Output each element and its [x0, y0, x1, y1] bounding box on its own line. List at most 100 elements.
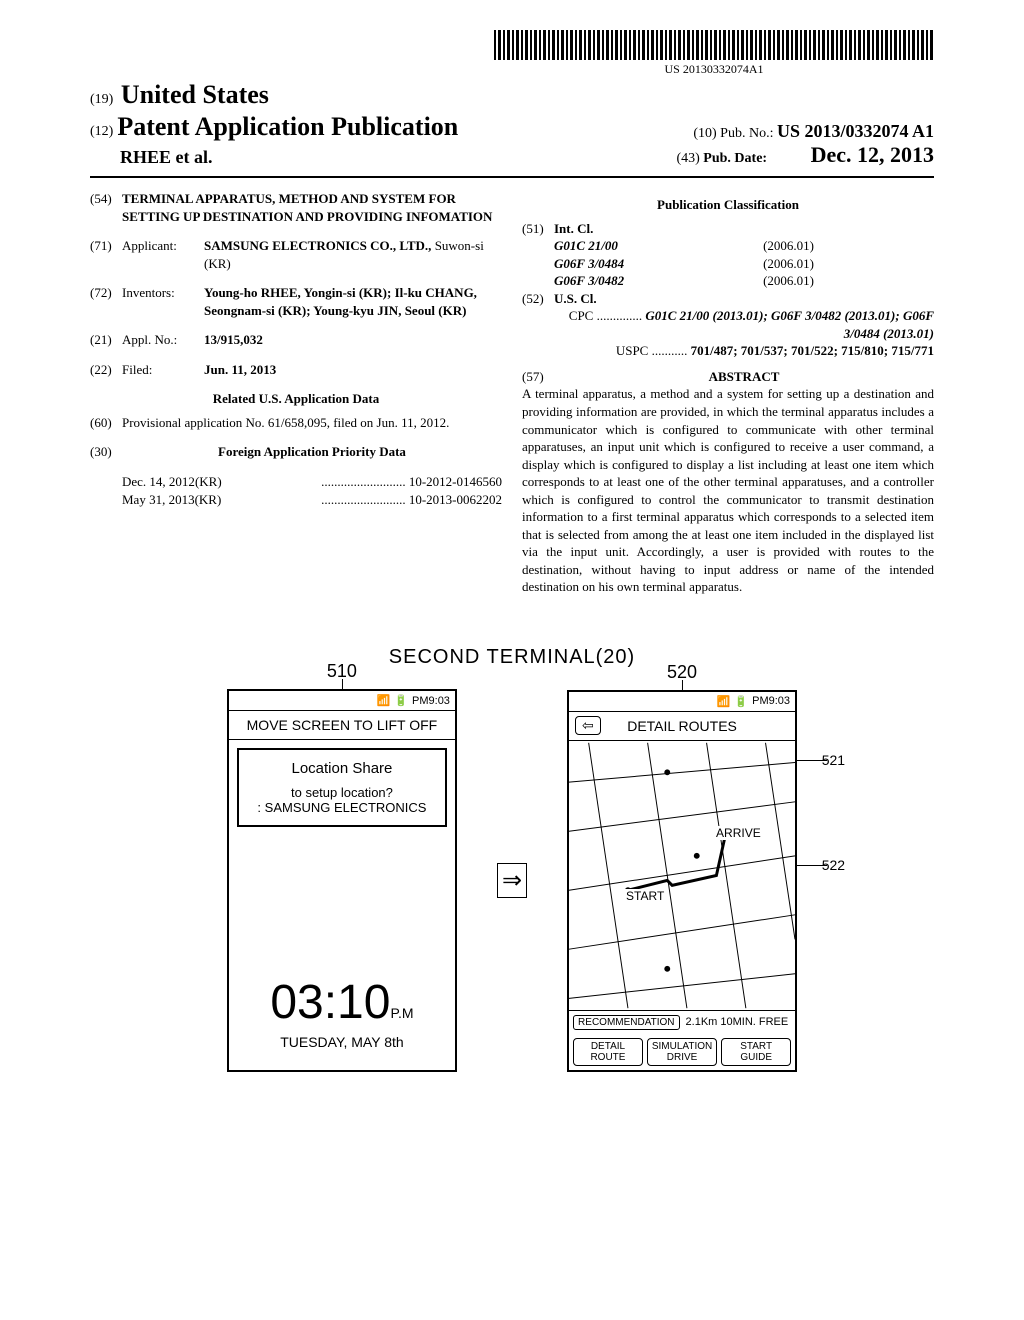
pub-date-line: (43) Pub. Date: Dec. 12, 2013: [676, 142, 934, 168]
arrow-between: ⇒: [497, 863, 527, 898]
time-display: 03:10P.M: [229, 955, 455, 1034]
signal-icon-2: 📶: [717, 695, 731, 708]
figure-area: SECOND TERMINAL(20) 510 📶 🔋 PM9:03 MOVE …: [90, 646, 934, 1072]
biblio-columns: (54) TERMINAL APPARATUS, METHOD AND SYST…: [90, 190, 934, 596]
dialog-line1: to setup location?: [249, 785, 435, 800]
pub-no-prefix: (10): [693, 126, 716, 141]
phone1-title: MOVE SCREEN TO LIFT OFF: [229, 711, 455, 740]
intcl2-year: (2006.01): [763, 255, 814, 273]
field-52-label: U.S. Cl.: [554, 290, 934, 308]
back-button[interactable]: ⇦: [575, 716, 601, 735]
phone-510-label: 510: [327, 661, 357, 682]
country-prefix: (19): [90, 92, 113, 107]
field-71-body: SAMSUNG ELECTRONICS CO., LTD., Suwon-si …: [204, 237, 502, 272]
foreign2-country: (KR): [195, 491, 222, 509]
field-22-label: Filed:: [122, 361, 204, 379]
field-71-text: SAMSUNG ELECTRONICS CO., LTD.,: [204, 238, 435, 253]
phone2-title: DETAIL ROUTES: [627, 718, 737, 734]
field-21-text: 13/915,032: [204, 331, 502, 349]
field-72-num: (72): [90, 284, 122, 319]
label-522-line: [797, 865, 827, 866]
phone-520: 520 521 522 📶 🔋 PM9:03 ⇦ DETAIL ROUTES: [567, 690, 797, 1072]
classification-title: Publication Classification: [522, 196, 934, 214]
cpc-label: CPC: [569, 308, 594, 323]
header: (19) United States (12) Patent Applicati…: [90, 80, 934, 168]
start-guide-button[interactable]: START GUIDE: [721, 1038, 791, 1066]
pub-no-value: US 2013/0332074 A1: [777, 121, 934, 141]
right-column: Publication Classification (51) Int. Cl.…: [522, 190, 934, 596]
field-21-num: (21): [90, 331, 122, 349]
time-value: 03:10: [270, 976, 390, 1029]
field-60-text: Provisional application No. 61/658,095, …: [122, 414, 502, 432]
spacer: [229, 835, 455, 955]
pub-date-prefix: (43): [676, 151, 699, 166]
field-21-label: Appl. No.:: [122, 331, 204, 349]
field-22-text: Jun. 11, 2013: [204, 361, 502, 379]
foreign-app-2: May 31, 2013 (KR) ......................…: [90, 491, 502, 509]
intcl3-code: G06F 3/0482: [554, 272, 624, 290]
date-display: TUESDAY, MAY 8th: [229, 1034, 455, 1070]
figure-title: SECOND TERMINAL(20): [90, 646, 934, 669]
recommend-bar: RECOMMENDATION 2.1Km 10MIN. FREE: [569, 1011, 795, 1034]
field-51-label: Int. Cl.: [554, 220, 934, 238]
phones-container: 510 📶 🔋 PM9:03 MOVE SCREEN TO LIFT OFF L…: [90, 689, 934, 1072]
field-54-num: (54): [90, 190, 122, 225]
pub-title-row: (12) Patent Application Publication (10)…: [90, 112, 934, 142]
pub-title-left: (12) Patent Application Publication: [90, 112, 458, 142]
status-bar-1: 📶 🔋 PM9:03: [229, 691, 455, 711]
field-57-num: (57): [522, 368, 554, 386]
field-30: (30) Foreign Application Priority Data: [90, 443, 502, 461]
field-60: (60) Provisional application No. 61/658,…: [90, 414, 502, 432]
intcl-2: G06F 3/0484 (2006.01): [522, 255, 934, 273]
detail-route-button[interactable]: DETAIL ROUTE: [573, 1038, 643, 1066]
pub-no-line: (10) Pub. No.: US 2013/0332074 A1: [693, 121, 934, 142]
label-521-line: [797, 760, 827, 761]
field-54-text: TERMINAL APPARATUS, METHOD AND SYSTEM FO…: [122, 190, 502, 225]
uspc-label: USPC: [616, 343, 649, 358]
phone-510: 510 📶 🔋 PM9:03 MOVE SCREEN TO LIFT OFF L…: [227, 689, 457, 1072]
pub-date-value: Dec. 12, 2013: [811, 142, 934, 167]
field-52-num: (52): [522, 290, 554, 308]
field-72: (72) Inventors: Young-ho RHEE, Yongin-si…: [90, 284, 502, 319]
status-time-2: PM9:03: [752, 695, 790, 707]
phone-520-label: 520: [667, 662, 697, 683]
map-area: START ARRIVE: [569, 741, 795, 1011]
abstract-text: A terminal apparatus, a method and a sys…: [522, 385, 934, 596]
field-72-label: Inventors:: [122, 284, 204, 319]
field-71-num: (71): [90, 237, 122, 272]
route-info: 2.1Km 10MIN. FREE: [686, 1016, 789, 1028]
field-71-label: Applicant:: [122, 237, 204, 272]
related-title: Related U.S. Application Data: [90, 390, 502, 408]
intcl-3: G06F 3/0482 (2006.01): [522, 272, 934, 290]
signal-icon: 📶: [377, 694, 391, 707]
map-arrive-label: ARRIVE: [714, 826, 763, 840]
map-start-label: START: [624, 889, 666, 903]
foreign1-date: Dec. 14, 2012: [122, 473, 195, 491]
divider: [90, 176, 934, 178]
authors-row: RHEE et al. (43) Pub. Date: Dec. 12, 201…: [90, 142, 934, 168]
pub-prefix: (12): [90, 124, 113, 139]
time-pm: P.M: [390, 1005, 413, 1021]
status-time-1: PM9:03: [412, 695, 450, 707]
field-71: (71) Applicant: SAMSUNG ELECTRONICS CO.,…: [90, 237, 502, 272]
field-30-title: Foreign Application Priority Data: [122, 443, 502, 461]
field-60-num: (60): [90, 414, 122, 432]
foreign2-date: May 31, 2013: [122, 491, 195, 509]
barcode-region: US 20130332074A1: [494, 30, 934, 77]
phone2-title-bar: ⇦ DETAIL ROUTES: [569, 712, 795, 741]
simulation-drive-button[interactable]: SIMULATION DRIVE: [647, 1038, 717, 1066]
cpc-text: G01C 21/00 (2013.01); G06F 3/0482 (2013.…: [645, 308, 934, 341]
dialog-box: Location Share to setup location? : SAMS…: [237, 748, 447, 827]
pub-no-label: Pub. No.:: [720, 126, 773, 141]
foreign-app-1: Dec. 14, 2012 (KR) .....................…: [90, 473, 502, 491]
battery-icon: 🔋: [394, 694, 408, 707]
barcode-text: US 20130332074A1: [494, 62, 934, 77]
field-52: (52) U.S. Cl.: [522, 290, 934, 308]
field-22-num: (22): [90, 361, 122, 379]
foreign1-num: 10-2012-0146560: [409, 474, 502, 489]
recommendation-button[interactable]: RECOMMENDATION: [573, 1015, 679, 1030]
abstract-label: ABSTRACT: [554, 368, 934, 386]
country-line: (19) United States: [90, 80, 934, 110]
field-30-num: (30): [90, 443, 122, 461]
country-name: United States: [121, 80, 269, 109]
